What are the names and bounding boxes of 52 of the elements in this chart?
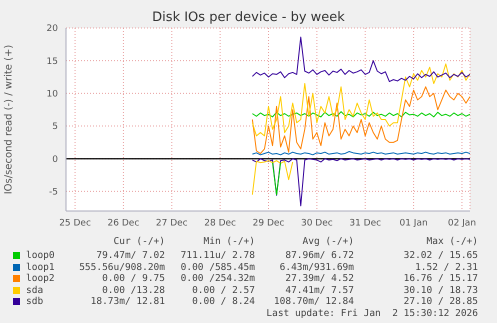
y-tick-label: 15 [46, 56, 58, 67]
y-tick-label: 5 [52, 122, 58, 132]
text: 16.76 / 15.17 [404, 273, 478, 284]
text: 555.56u/908.20m [79, 262, 165, 272]
text: Avg (-/+) [302, 236, 354, 247]
legend-label: sdb [26, 296, 44, 307]
text: Max (-/+) [426, 236, 478, 247]
text: 32.02 / 15.65 [404, 250, 478, 261]
y-axis-title: IOs/second read (-) / write (+) [4, 44, 15, 194]
legend-label: loop2 [26, 273, 55, 284]
text: 27.10 / 28.85 [404, 296, 478, 307]
x-tick-label: 27 Dec [156, 218, 188, 228]
x-tick-label: 31 Dec [349, 218, 382, 228]
text: 0.00 /13.28 [102, 284, 165, 296]
text: 0.00 / 9.75 [102, 273, 165, 284]
chart-title: Disk IOs per device - by week [151, 10, 346, 25]
text: 0.00 /254.32m [180, 273, 255, 284]
legend-label: sda [26, 284, 44, 296]
line-series [252, 160, 294, 196]
x-tick-label: 30 Dec [300, 218, 333, 228]
y-tick-label: 10 [46, 90, 58, 100]
line-series [252, 86, 470, 154]
x-tick-label: 25 Dec [59, 218, 91, 228]
text: 27.39m/ 4.52 [285, 273, 354, 284]
y-tick-label: -5 [49, 188, 58, 198]
text: 18.73m/ 12.81 [90, 296, 165, 307]
line-series [252, 158, 470, 206]
legend-label: loop1 [26, 262, 55, 272]
text: 711.11u/ 2.78 [180, 250, 255, 261]
text: 0.00 / 8.24 [192, 296, 255, 307]
text: 79.47m/ 7.02 [96, 250, 165, 261]
text: Cur (-/+) [114, 236, 165, 247]
text: Min (-/+) [204, 236, 255, 247]
y-tick-label: 20 [46, 24, 58, 34]
y-tick-label: 0 [52, 154, 58, 165]
text: 0.00 /585.45m [180, 262, 255, 272]
text: Last update: Fri Jan 2 15:30:12 2026 [266, 308, 478, 318]
x-tick-label: 01 Jan [399, 218, 428, 228]
text: 30.10 / 18.73 [404, 284, 478, 296]
line-series [252, 63, 470, 136]
x-tick-label: 29 Dec [252, 218, 284, 228]
text: 0.00 / 2.57 [192, 284, 255, 296]
legend-label: loop0 [26, 250, 55, 261]
x-tick-label: 28 Dec [204, 218, 236, 228]
text: 6.43m/931.69m [280, 262, 354, 272]
x-tick-label: 26 Dec [108, 218, 140, 228]
text: 87.96m/ 6.72 [285, 250, 354, 261]
text: 47.41m/ 7.57 [285, 284, 354, 296]
x-tick-label: 02 Jan [448, 218, 476, 228]
line-series [252, 36, 470, 82]
text: 108.70m/ 12.84 [274, 296, 354, 307]
text: 1.52 / 2.31 [415, 262, 478, 272]
